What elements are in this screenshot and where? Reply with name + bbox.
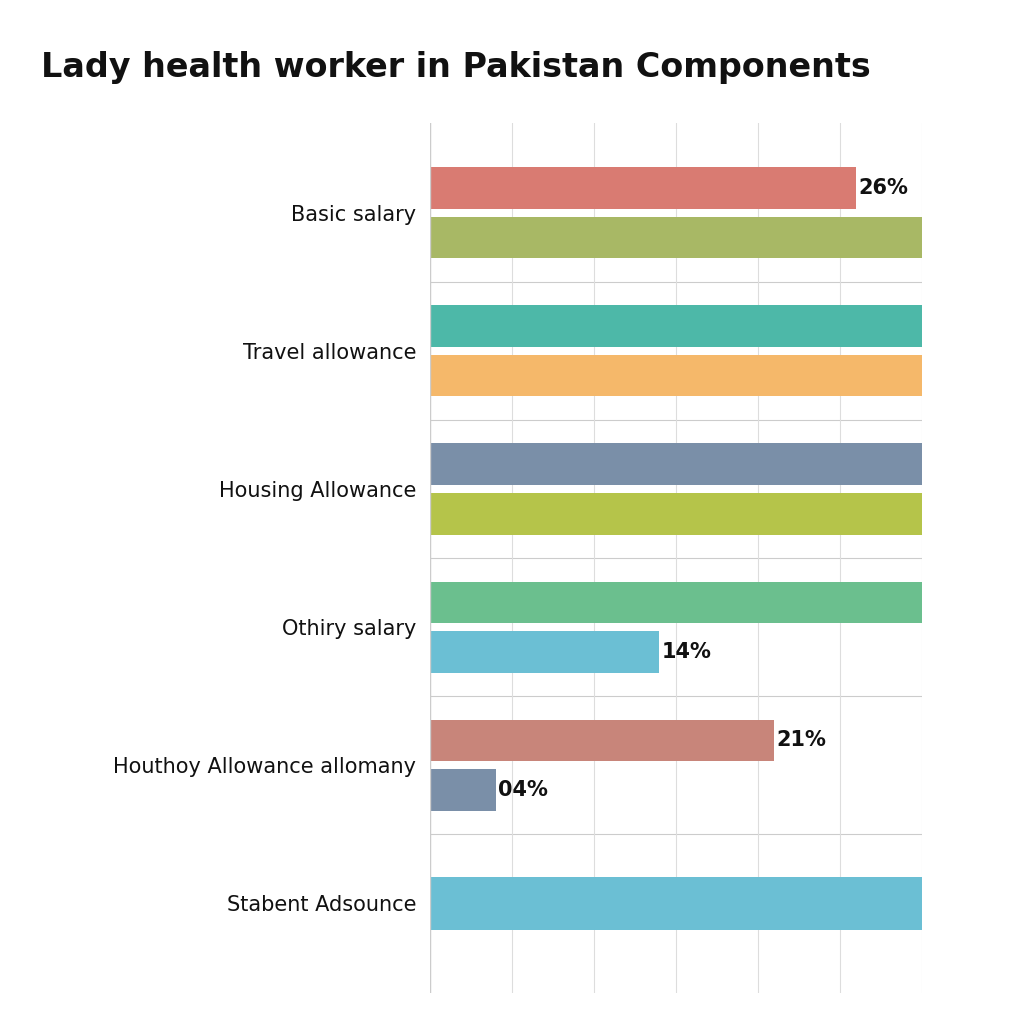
Bar: [430, 355, 1024, 396]
Bar: [430, 167, 856, 209]
Text: 26%: 26%: [858, 178, 908, 198]
Bar: [430, 877, 1024, 931]
Bar: [430, 632, 659, 673]
Bar: [430, 769, 496, 811]
Bar: [430, 443, 1024, 484]
Text: 21%: 21%: [776, 730, 826, 751]
Text: Lady health worker in Pakistan Components: Lady health worker in Pakistan Component…: [41, 51, 870, 84]
Bar: [430, 217, 1024, 258]
Bar: [430, 720, 774, 761]
Text: 04%: 04%: [498, 780, 548, 800]
Bar: [430, 582, 1024, 623]
Bar: [430, 494, 1024, 535]
Bar: [430, 305, 1024, 347]
Text: 14%: 14%: [662, 642, 712, 663]
